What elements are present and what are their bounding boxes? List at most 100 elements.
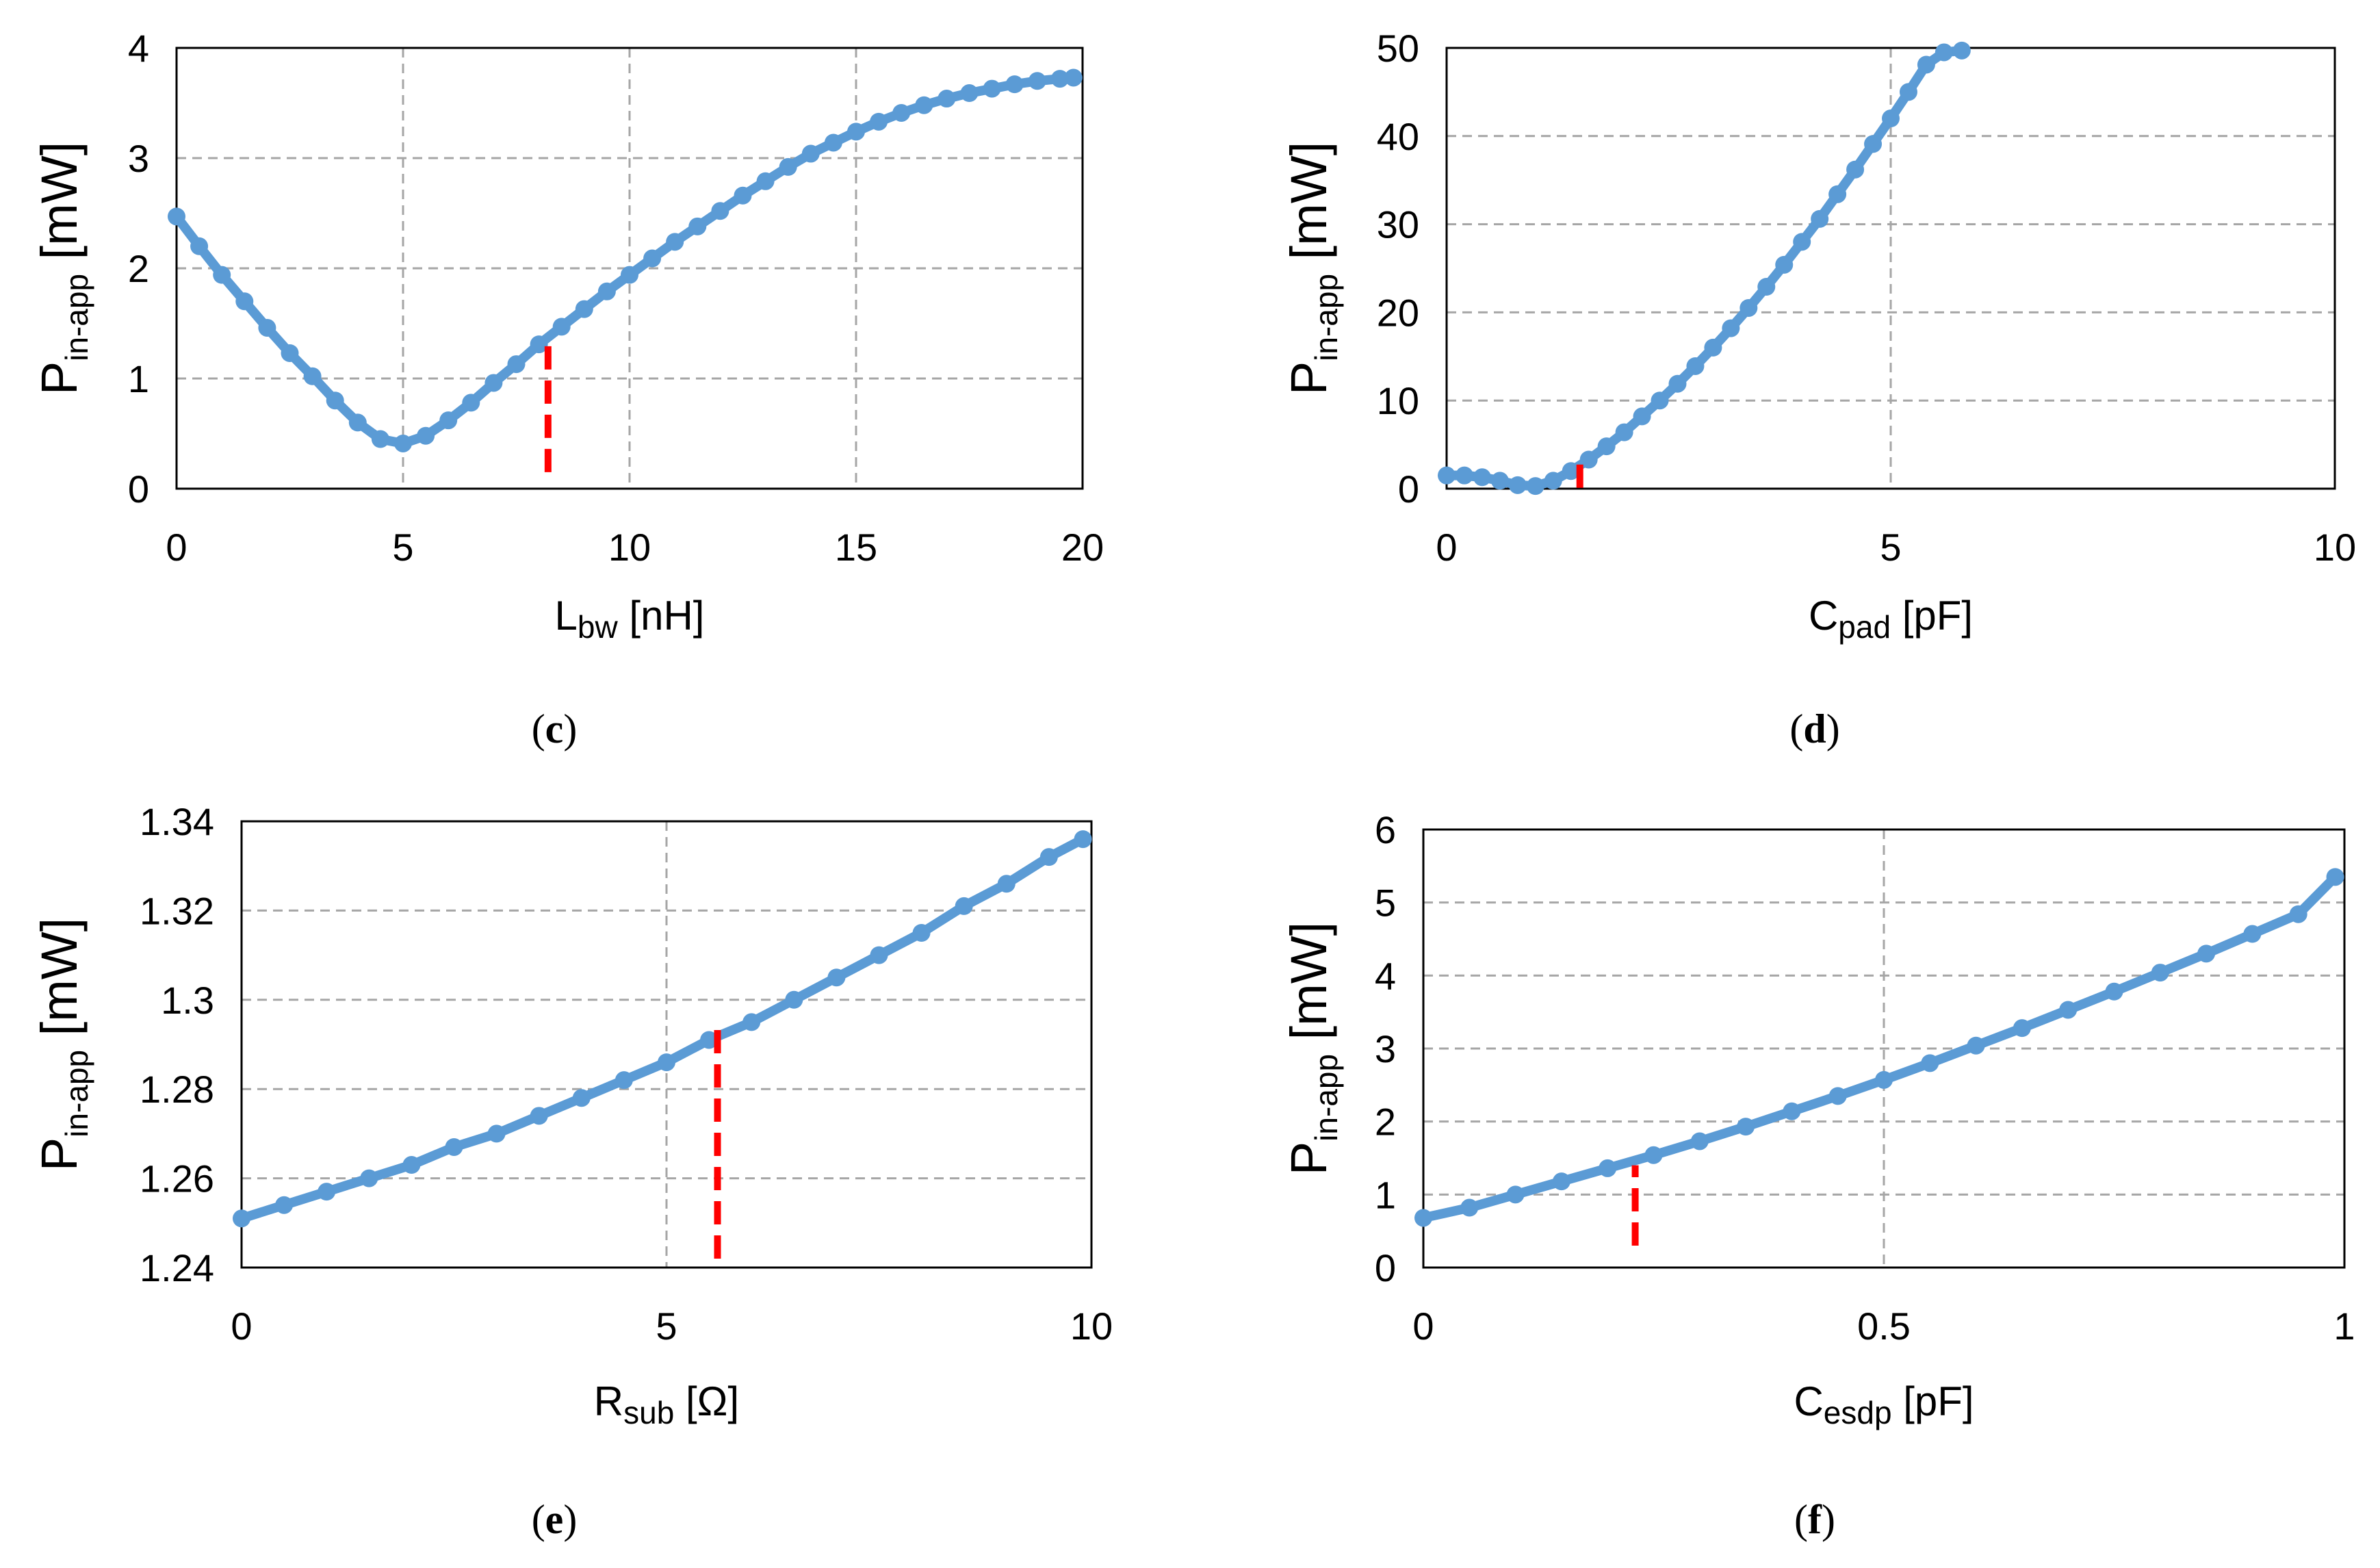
data-point	[827, 968, 846, 987]
data-point	[915, 96, 933, 114]
data-point	[2197, 944, 2216, 963]
chart-panel-d: 0 10 20 30 40 50 0 5 10 Cpad [pF] Pin-app [mW] (d)	[1280, 27, 2356, 751]
data-point	[2059, 1001, 2078, 1019]
series-line	[1419, 872, 2340, 1223]
data-point	[742, 1013, 761, 1031]
data-point	[213, 266, 231, 284]
data-point	[597, 282, 616, 300]
y-tick-label: 1	[1375, 1173, 1396, 1216]
plot-frame	[1445, 47, 2336, 490]
data-point	[303, 367, 322, 385]
data-point	[371, 430, 389, 448]
chart-panel-e: 1.24 1.26 1.28 1.3 1.32 1.34 0 5 10 Rsub [Ω] Pin-a…	[31, 800, 1113, 1542]
y-axis-label-sub: in-app	[59, 274, 94, 361]
data-point	[530, 1107, 548, 1125]
y-tick-label: 1.24	[140, 1246, 214, 1289]
y-tick-label: 10	[1377, 379, 1419, 422]
x-axis-label: Lbw [nH]	[555, 593, 705, 645]
y-axis-label: Pin-app [mW]	[31, 142, 94, 395]
data-point	[615, 1071, 633, 1090]
data-point	[318, 1183, 336, 1201]
data-point	[394, 434, 412, 452]
data-point	[281, 344, 299, 362]
data-point	[937, 90, 956, 108]
y-axis-label-unit: [mW]	[31, 918, 88, 1050]
data-point	[1074, 830, 1092, 849]
data-point	[2326, 868, 2344, 886]
y-axis-label-sub: in-app	[1308, 1054, 1344, 1142]
data-point	[572, 1089, 591, 1107]
data-point	[1722, 319, 1740, 337]
x-tick-label: 10	[2314, 526, 2356, 569]
data-point	[360, 1169, 378, 1187]
x-axis-label-unit: [pF]	[1891, 593, 1973, 639]
data-point	[955, 897, 973, 915]
data-point	[1506, 1185, 1525, 1204]
data-point	[1615, 423, 1633, 441]
x-axis-label-sub: sub	[623, 1395, 674, 1430]
panel-label-open: (	[1794, 1497, 1808, 1542]
data-point	[1811, 209, 1829, 228]
x-axis-label: Cpad [pF]	[1809, 593, 1973, 645]
data-point	[2013, 1019, 2031, 1038]
data-point	[168, 207, 185, 226]
x-axis-label-main: C	[1809, 593, 1838, 639]
data-point	[1757, 278, 1776, 296]
y-tick-label: 1	[128, 357, 149, 400]
data-point	[1952, 41, 1971, 60]
x-axis-label-main: L	[555, 593, 578, 639]
y-tick-label: 5	[1375, 882, 1396, 925]
data-point	[2105, 982, 2123, 1001]
y-axis-label: Pin-app [mW]	[1280, 922, 1344, 1175]
y-tick-label: 40	[1377, 115, 1419, 158]
x-tick-label: 5	[656, 1304, 677, 1348]
data-point	[1704, 338, 1722, 357]
data-point	[1921, 1054, 1939, 1072]
panel-label-open: (	[1789, 706, 1803, 751]
x-tick-label: 10	[1070, 1304, 1113, 1348]
data-point	[643, 249, 662, 268]
y-tick-label: 1.34	[140, 800, 214, 843]
data-point	[1846, 160, 1865, 179]
data-point	[2243, 925, 2262, 943]
panel-label-close: )	[563, 706, 577, 751]
data-point	[1039, 848, 1058, 866]
y-axis-label-unit: [mW]	[1280, 142, 1337, 274]
data-point	[1508, 476, 1527, 494]
data-point	[235, 292, 254, 311]
x-axis-label-main: C	[1794, 1378, 1823, 1424]
data-point	[1028, 72, 1046, 90]
x-axis-label-sub: pad	[1838, 609, 1891, 645]
data-point	[801, 144, 820, 163]
y-tick-label: 4	[128, 27, 149, 70]
data-point	[912, 924, 931, 942]
data-point	[1899, 83, 1917, 101]
data-point	[785, 990, 803, 1009]
y-tick-label: 3	[1375, 1027, 1396, 1070]
data-point	[1917, 55, 1935, 74]
data-point	[756, 172, 775, 190]
data-point	[734, 186, 752, 205]
data-point	[1455, 466, 1473, 485]
data-point	[1864, 135, 1883, 153]
panel-label: (c)	[532, 706, 578, 751]
data-point	[462, 394, 480, 412]
data-point	[1597, 437, 1616, 456]
data-point	[445, 1138, 463, 1156]
plot-frame	[1422, 828, 2346, 1269]
x-axis-label-sub: esdp	[1824, 1395, 1892, 1430]
x-tick-label: 20	[1061, 526, 1104, 569]
y-tick-label: 1.28	[140, 1068, 214, 1111]
data-point	[1828, 1087, 1847, 1105]
y-tick-label: 50	[1377, 27, 1419, 70]
data-point	[621, 266, 638, 284]
data-point	[1690, 1132, 1709, 1151]
y-tick-label: 20	[1377, 291, 1419, 334]
data-point	[484, 374, 503, 392]
x-axis-label-main: R	[594, 1378, 623, 1424]
data-point	[960, 84, 979, 103]
data-point	[1875, 1070, 1893, 1089]
y-tick-label: 6	[1375, 808, 1396, 851]
y-tick-label: 2	[128, 247, 149, 290]
x-tick-label: 5	[1880, 526, 1901, 569]
